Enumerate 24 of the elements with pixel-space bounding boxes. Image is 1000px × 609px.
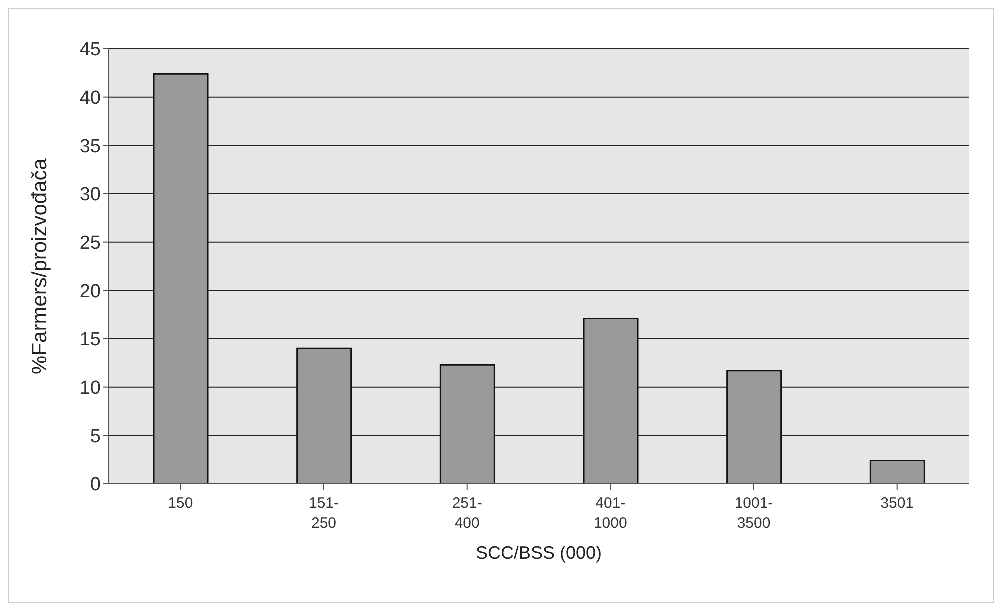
y-tick-label: 15 <box>80 330 101 351</box>
bar <box>583 318 639 484</box>
y-tick-label: 0 <box>90 474 101 496</box>
y-tick-label: 20 <box>80 281 101 302</box>
bar <box>726 370 782 484</box>
bar <box>870 460 926 484</box>
x-axis-title: SCC/BSS (000) <box>476 543 602 563</box>
x-tick-label: 251-400 <box>452 495 482 532</box>
y-tick-label: 35 <box>80 136 101 158</box>
bar <box>296 348 352 484</box>
x-tick-label: 150 <box>168 495 194 512</box>
y-tick-label: 45 <box>80 40 101 61</box>
y-tick-label: 10 <box>80 378 101 400</box>
x-tick-label: 3501 <box>880 495 914 512</box>
y-axis-title: %Farmers/proizvođača <box>28 158 52 374</box>
bar <box>153 73 209 484</box>
y-tick-label: 25 <box>80 233 101 254</box>
x-tick-label: 401-1000 <box>594 495 628 532</box>
bar <box>440 364 496 484</box>
x-tick-label: 151-250 <box>308 495 340 532</box>
y-tick-label: 30 <box>80 184 101 206</box>
y-tick-label: 40 <box>80 88 101 110</box>
x-tick-label: 1001-3500 <box>734 495 774 532</box>
y-tick-label: 5 <box>90 426 101 448</box>
